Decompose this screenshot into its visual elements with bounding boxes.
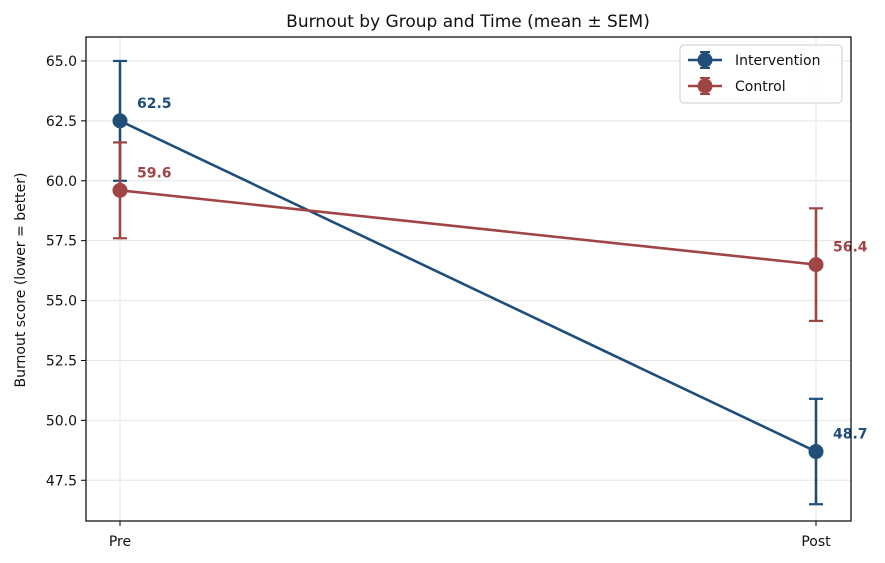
x-tick-label: Pre [109, 534, 131, 550]
x-tick-label: Post [801, 534, 831, 550]
series-control: 59.656.4 [112, 141, 868, 323]
y-tick-label: 62.5 [46, 114, 77, 130]
y-tick-label: 65.0 [46, 54, 77, 70]
legend-label: Intervention [735, 53, 820, 69]
y-axis-label: Burnout score (lower = better) [13, 173, 29, 388]
data-point [112, 182, 128, 198]
y-tick-label: 60.0 [46, 174, 77, 190]
legend-marker [697, 78, 713, 94]
legend-item-intervention: Intervention [688, 51, 820, 69]
y-tick-label: 55.0 [46, 294, 77, 310]
chart-title: Burnout by Group and Time (mean ± SEM) [286, 12, 650, 32]
data-label: 62.5 [137, 96, 172, 112]
axis-ticks: 47.5 50.0 52.5 55.0 57.5 60.0 62.5 65.0 Pre Post [46, 54, 831, 550]
series-layer: 62.5 48.7 59.656.4 [112, 59, 868, 506]
grid [86, 37, 851, 521]
series-line [119, 189, 817, 266]
data-label: 48.7 [833, 427, 868, 443]
y-tick-label: 52.5 [46, 353, 77, 369]
y-tick-label: 57.5 [46, 234, 77, 250]
data-label: 59.6 [137, 165, 172, 181]
y-tick-label: 47.5 [46, 473, 77, 489]
data-point [808, 444, 824, 460]
data-point [808, 257, 824, 273]
plot-frame [85, 36, 852, 522]
series-intervention: 62.5 48.7 [112, 59, 868, 506]
legend: Intervention Control [679, 44, 843, 104]
data-point [112, 113, 128, 129]
legend-item-control: Control [688, 77, 786, 95]
legend-marker [697, 52, 713, 68]
series-line [119, 119, 817, 453]
y-tick-label: 50.0 [46, 413, 77, 429]
legend-label: Control [735, 79, 786, 95]
